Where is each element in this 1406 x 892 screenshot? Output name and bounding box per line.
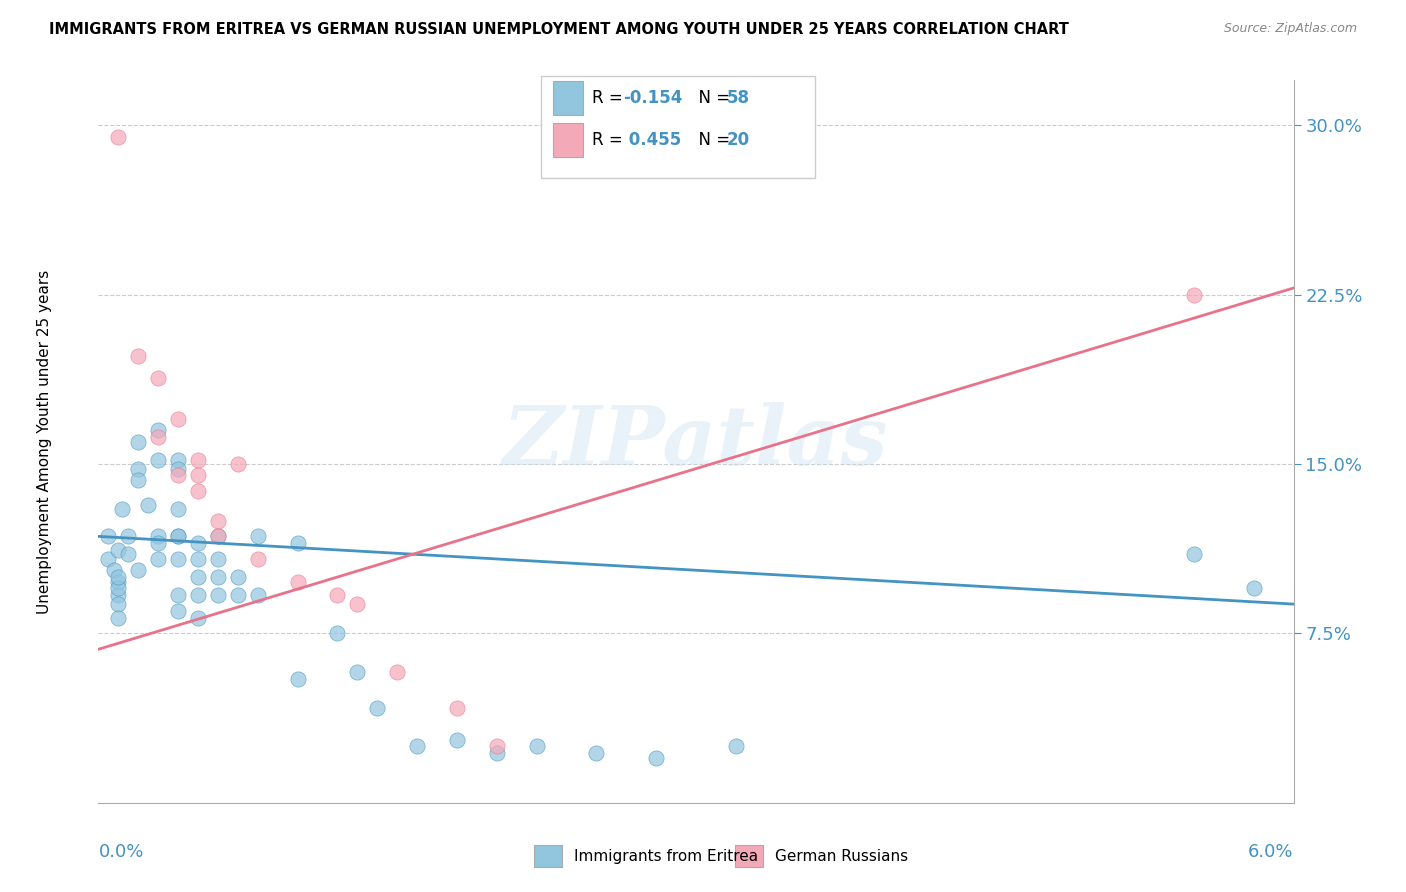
Point xyxy=(167,588,190,602)
Text: Immigrants from Eritrea: Immigrants from Eritrea xyxy=(574,849,758,863)
Point xyxy=(117,548,139,562)
Text: 0.0%: 0.0% xyxy=(98,843,143,861)
Point xyxy=(187,484,209,499)
Point xyxy=(187,610,209,624)
Text: 0.455: 0.455 xyxy=(623,131,681,149)
Point xyxy=(485,746,508,760)
Point xyxy=(187,536,209,550)
Point xyxy=(97,552,120,566)
Point xyxy=(107,588,129,602)
Point xyxy=(207,588,229,602)
Point xyxy=(148,430,170,444)
Point xyxy=(127,434,149,449)
Point xyxy=(226,588,249,602)
Point xyxy=(346,665,368,679)
Point xyxy=(585,746,607,760)
Point xyxy=(326,626,349,640)
Point xyxy=(127,563,149,577)
Point xyxy=(107,597,129,611)
Point xyxy=(167,529,190,543)
Point xyxy=(148,423,170,437)
Point xyxy=(207,529,229,543)
Text: Unemployment Among Youth under 25 years: Unemployment Among Youth under 25 years xyxy=(37,269,52,614)
Point xyxy=(246,588,269,602)
Point xyxy=(187,570,209,584)
Point xyxy=(287,536,309,550)
Point xyxy=(446,701,468,715)
Point xyxy=(148,529,170,543)
Point xyxy=(207,514,229,528)
Point xyxy=(187,552,209,566)
Point xyxy=(187,588,209,602)
Point xyxy=(346,597,368,611)
Point xyxy=(246,552,269,566)
Point xyxy=(167,468,190,483)
Point xyxy=(148,552,170,566)
Point xyxy=(97,529,120,543)
Point xyxy=(207,570,229,584)
Point xyxy=(187,452,209,467)
Point xyxy=(446,732,468,747)
Point xyxy=(117,529,139,543)
Point xyxy=(167,604,190,618)
Point xyxy=(485,739,508,754)
Text: N =: N = xyxy=(688,131,735,149)
Point xyxy=(167,461,190,475)
Point xyxy=(167,412,190,426)
Point xyxy=(187,468,209,483)
Point xyxy=(207,529,229,543)
Point xyxy=(107,610,129,624)
Text: R =: R = xyxy=(592,89,628,107)
Text: 20: 20 xyxy=(727,131,749,149)
Point xyxy=(167,502,190,516)
Point xyxy=(1182,548,1205,562)
Text: R =: R = xyxy=(592,131,628,149)
Point xyxy=(406,739,429,754)
Point xyxy=(724,739,747,754)
Point xyxy=(366,701,388,715)
Point xyxy=(167,552,190,566)
Point xyxy=(107,582,129,596)
Text: IMMIGRANTS FROM ERITREA VS GERMAN RUSSIAN UNEMPLOYMENT AMONG YOUTH UNDER 25 YEAR: IMMIGRANTS FROM ERITREA VS GERMAN RUSSIA… xyxy=(49,22,1069,37)
Point xyxy=(103,563,125,577)
Point xyxy=(645,750,668,764)
Text: -0.154: -0.154 xyxy=(623,89,682,107)
Point xyxy=(107,574,129,589)
Text: Source: ZipAtlas.com: Source: ZipAtlas.com xyxy=(1223,22,1357,36)
Point xyxy=(526,739,548,754)
Point xyxy=(148,536,170,550)
Point xyxy=(1182,287,1205,301)
Point xyxy=(226,457,249,471)
Point xyxy=(107,542,129,557)
Point xyxy=(148,452,170,467)
Point xyxy=(246,529,269,543)
Text: 58: 58 xyxy=(727,89,749,107)
Point xyxy=(148,371,170,385)
Point xyxy=(107,129,129,144)
Point xyxy=(385,665,409,679)
Point xyxy=(127,461,149,475)
Text: German Russians: German Russians xyxy=(775,849,908,863)
Point xyxy=(226,570,249,584)
Point xyxy=(207,552,229,566)
Point xyxy=(127,349,149,363)
Text: N =: N = xyxy=(688,89,735,107)
Point xyxy=(107,570,129,584)
Point xyxy=(167,452,190,467)
Point xyxy=(1243,582,1265,596)
Point xyxy=(287,672,309,686)
Point xyxy=(287,574,309,589)
Point xyxy=(136,498,159,512)
Point xyxy=(326,588,349,602)
Text: 6.0%: 6.0% xyxy=(1249,843,1294,861)
Point xyxy=(111,502,134,516)
Text: ZIPatlas: ZIPatlas xyxy=(503,401,889,482)
Point xyxy=(167,529,190,543)
Point xyxy=(127,473,149,487)
